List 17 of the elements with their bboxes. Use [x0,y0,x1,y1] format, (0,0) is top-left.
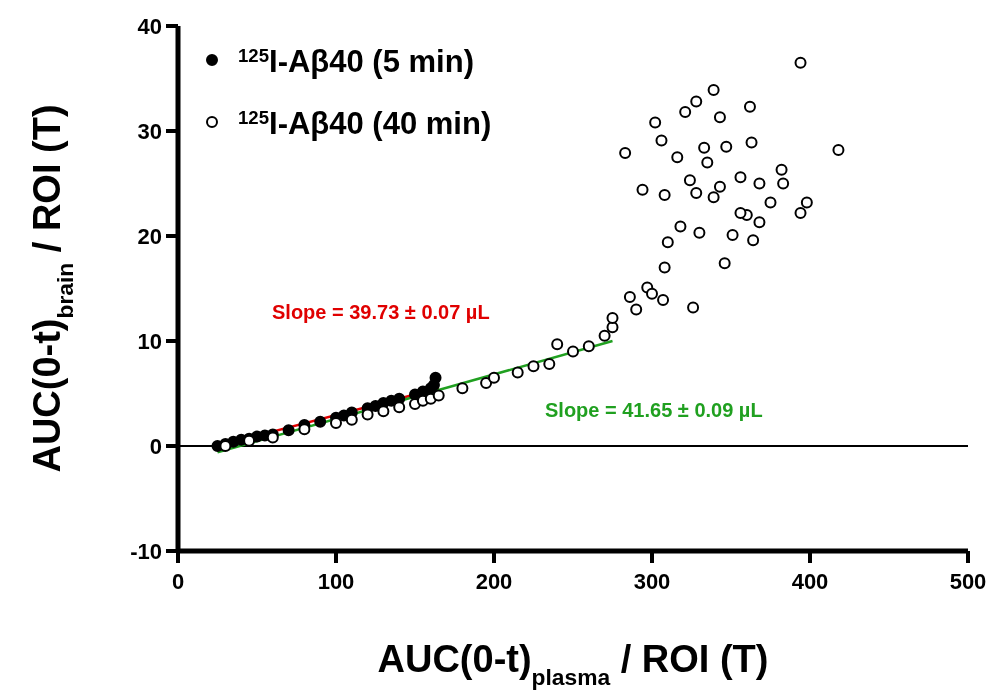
x-tick-label: 0 [171,569,185,594]
y-tick-label: 0 [149,434,162,459]
annotation: Slope = 41.65 ± 0.09 µL [545,399,763,421]
x-axis-title: AUC(0-t)$_{plasma}$ / ROI (T) [377,638,769,690]
y-tick-label: 40 [137,14,162,39]
legend-label: $^{125}$I-Aβ40 (5 min) [238,44,474,79]
y-tick-label: -10 [130,539,162,564]
legend-label: $^{125}$I-Aβ40 (40 min) [238,106,492,141]
x-tick-label: 100 [317,569,355,594]
x-tick-label: 500 [949,569,987,594]
x-tick-label: 200 [475,569,513,594]
annotation: Slope = 39.73 ± 0.07 µL [272,301,490,323]
x-tick-label: 300 [633,569,671,594]
y-tick-label: 30 [137,119,162,144]
y-tick-label: 10 [137,329,162,354]
x-tick-label: 400 [791,569,829,594]
y-tick-label: 20 [137,224,162,249]
